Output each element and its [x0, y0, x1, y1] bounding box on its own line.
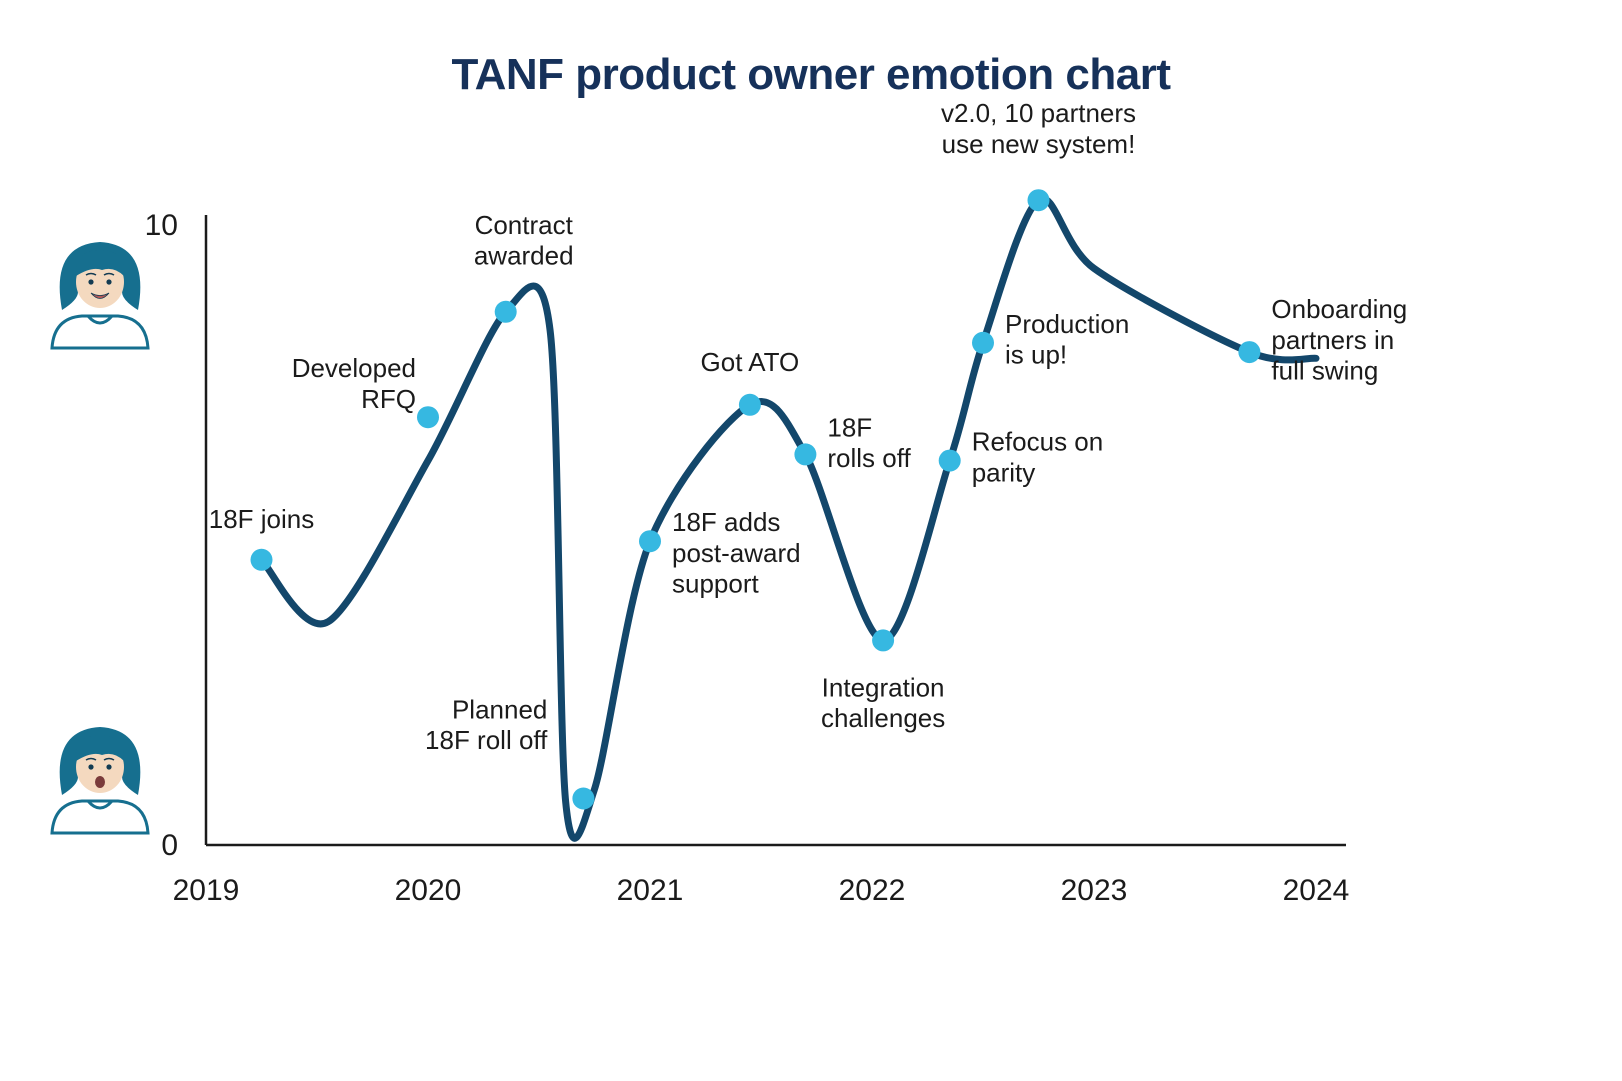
x-tick-label: 2020 — [395, 874, 462, 907]
event-label: Onboardingpartners infull swing — [1271, 294, 1407, 385]
events: 18F joins DevelopedRFQ Contractawarded Plan… — [209, 98, 1408, 809]
event-label: Got ATO — [701, 347, 800, 377]
event-marker — [872, 629, 894, 651]
event-marker — [1028, 189, 1050, 211]
event-marker — [639, 530, 661, 552]
page: TANF product owner emotion chart 0 10 2019… — [0, 0, 1622, 1081]
event-label: Integrationchallenges — [821, 672, 945, 733]
event-marker — [1238, 341, 1260, 363]
event-marker — [739, 394, 761, 416]
y-tick-label: 10 — [145, 209, 178, 242]
x-tick-label: 2019 — [173, 874, 240, 907]
event-marker — [251, 549, 273, 571]
event-marker — [794, 443, 816, 465]
event-label: Planned18F roll off — [425, 695, 548, 756]
event-label: DevelopedRFQ — [292, 353, 416, 414]
x-tick-label: 2024 — [1283, 874, 1350, 907]
happy-face-icon — [52, 242, 148, 348]
event-label: Productionis up! — [1005, 309, 1129, 370]
event-label: 18F addspost-awardsupport — [672, 507, 801, 598]
event-marker — [939, 450, 961, 472]
event-label: v2.0, 10 partnersuse new system! — [941, 98, 1136, 159]
event-marker — [417, 406, 439, 428]
event-label: Refocus onparity — [972, 427, 1104, 488]
event-label: 18F joins — [209, 504, 315, 534]
event-marker — [972, 332, 994, 354]
event-marker — [495, 301, 517, 323]
emotion-line — [262, 199, 1317, 838]
x-tick-label: 2023 — [1061, 874, 1128, 907]
chart-title: TANF product owner emotion chart — [0, 50, 1622, 100]
x-tick-label: 2021 — [617, 874, 684, 907]
emotion-chart: 0 10 2019 2020 2021 2022 2023 2024 18F joins Deve… — [0, 0, 1622, 1081]
event-marker — [572, 788, 594, 810]
sad-face-icon — [52, 727, 148, 833]
x-tick-label: 2022 — [839, 874, 906, 907]
event-label: Contractawarded — [474, 210, 574, 271]
y-tick-label: 0 — [161, 829, 178, 862]
event-label: 18Frolls off — [827, 412, 911, 473]
